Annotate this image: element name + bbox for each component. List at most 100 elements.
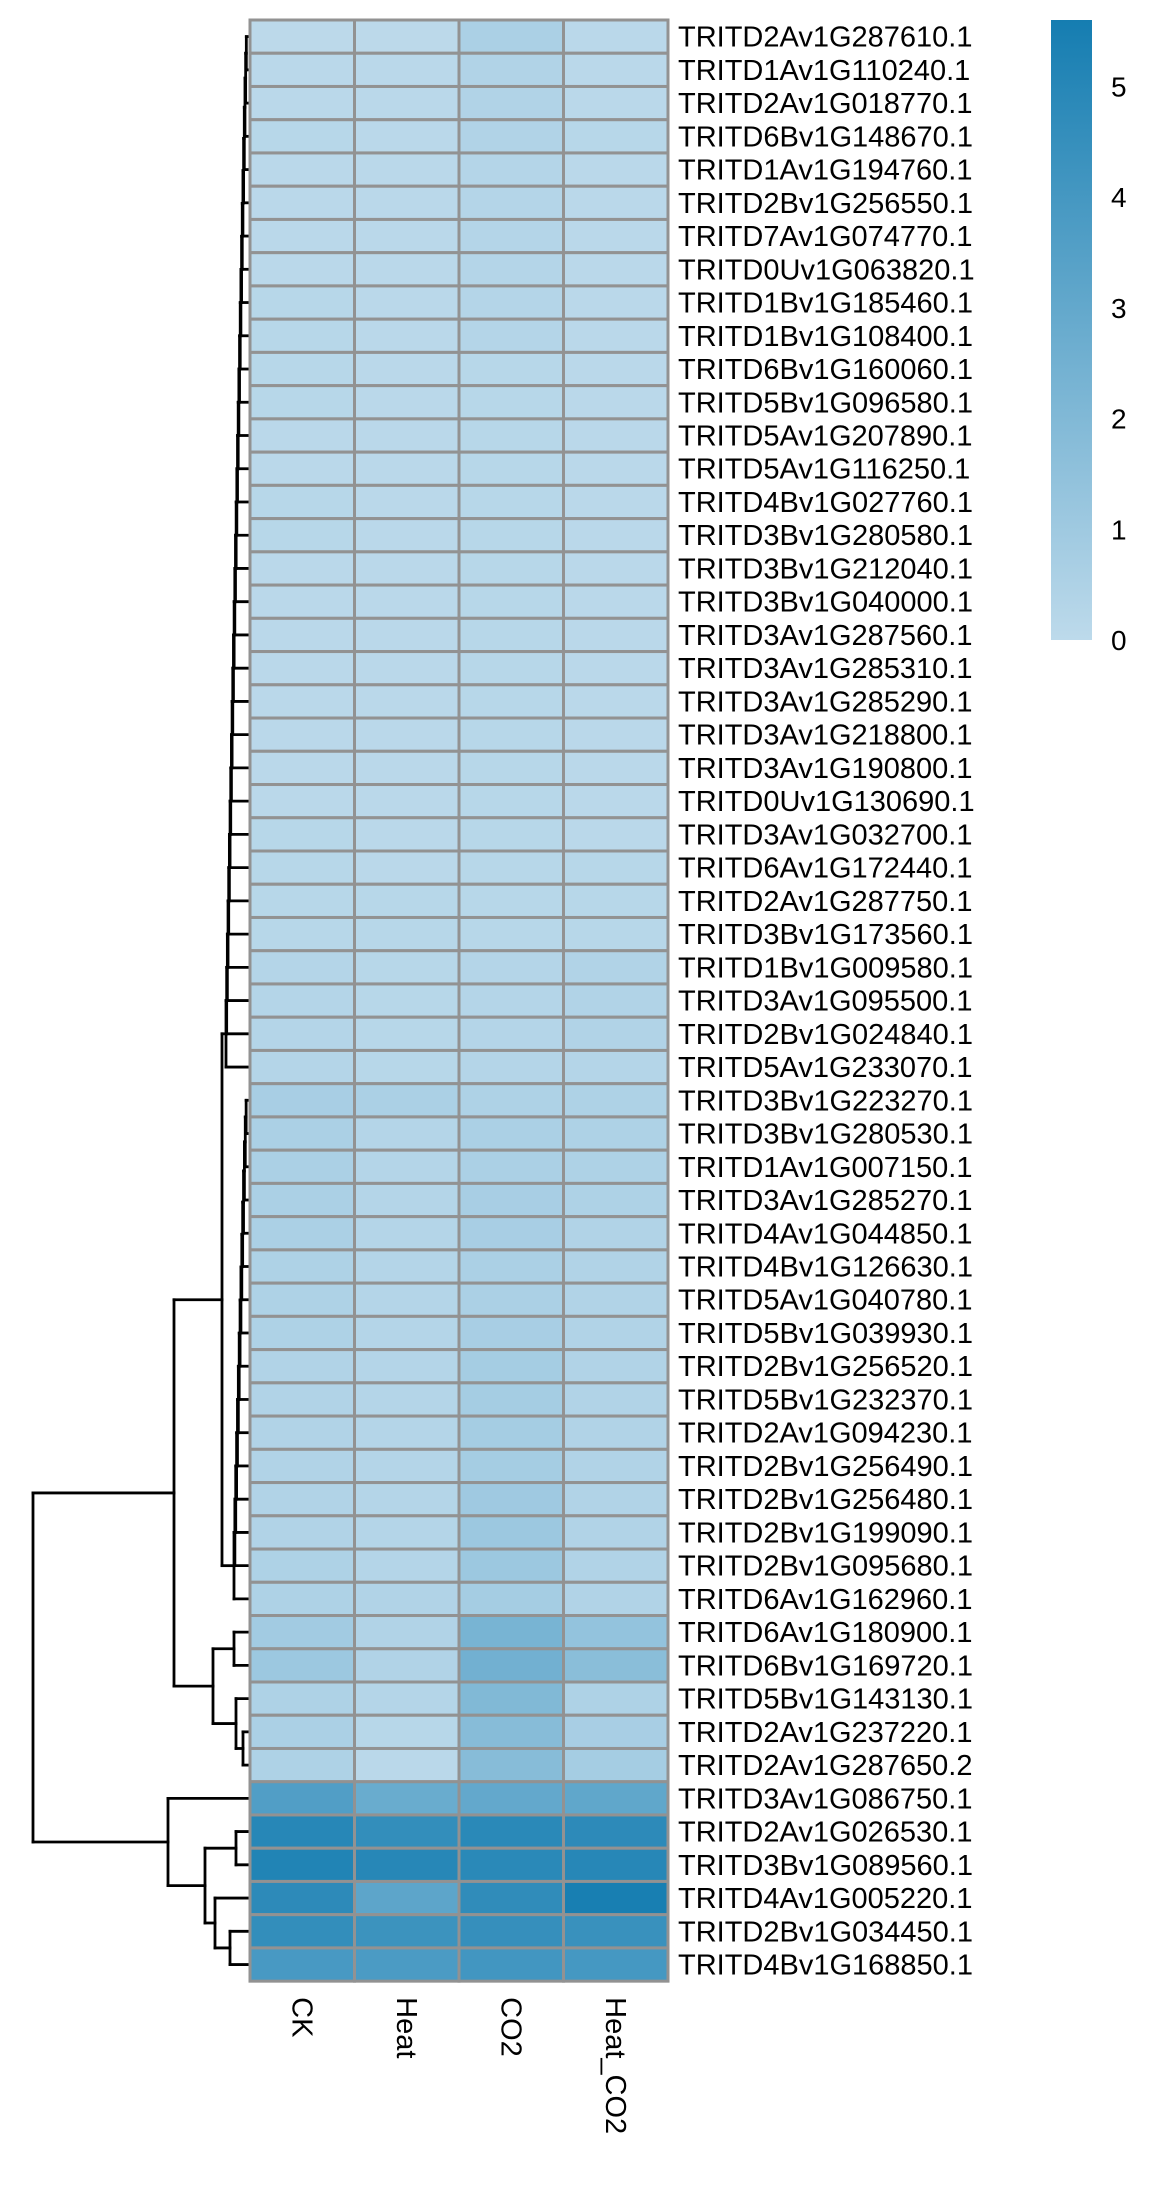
heatmap-cell: [248, 1647, 356, 1684]
heatmap-cell: [562, 317, 670, 354]
heatmap-cell: [248, 217, 356, 255]
heatmap-cell: [353, 882, 461, 919]
heatmap-cell: [457, 450, 565, 487]
heatmap-cell: [562, 18, 670, 55]
heatmap-cell: [353, 982, 461, 1019]
heatmap-cell: [457, 1447, 565, 1485]
row-label: TRITD2Bv1G024840.1: [678, 1019, 973, 1051]
colorbar-ticks: 0 1 2 3 4 5: [1111, 71, 1127, 656]
heatmap-cell: [562, 350, 670, 388]
heatmap-cell: [457, 1148, 565, 1185]
heatmap-cell: [562, 1281, 670, 1318]
heatmap-cell: [353, 118, 461, 155]
heatmap-cell: [353, 1048, 461, 1086]
heatmap-cell: [562, 716, 670, 753]
row-label: TRITD2Av1G287610.1: [678, 22, 972, 54]
heatmap-cell: [562, 683, 670, 720]
row-label: TRITD1Av1G007150.1: [678, 1152, 972, 1184]
heatmap-cell: [457, 1414, 565, 1451]
row-label: TRITD2Av1G026530.1: [678, 1817, 972, 1849]
row-label: TRITD6Bv1G169720.1: [678, 1650, 973, 1682]
heatmap-cell: [457, 783, 565, 820]
heatmap-cell: [248, 683, 356, 720]
row-label: TRITD6Bv1G160060.1: [678, 354, 973, 386]
row-label: TRITD3Bv1G212040.1: [678, 553, 973, 585]
heatmap-cell: [248, 450, 356, 487]
heatmap-cell: [248, 1447, 356, 1485]
row-label: TRITD2Av1G287650.2: [678, 1750, 972, 1782]
heatmap-cell: [353, 1481, 461, 1518]
row-label: TRITD2Bv1G256490.1: [678, 1451, 973, 1483]
heatmap-cell: [353, 915, 461, 953]
row-label: TRITD2Bv1G199090.1: [678, 1517, 973, 1549]
heatmap-cell: [248, 1547, 356, 1584]
column-label: Heat: [390, 1997, 422, 2058]
heatmap-cell: [248, 317, 356, 354]
row-label: TRITD3Bv1G280580.1: [678, 520, 973, 552]
heatmap-cell: [457, 1780, 565, 1817]
heatmap-cell: [248, 616, 356, 654]
heatmap-cell: [353, 1780, 461, 1817]
heatmap-cell: [353, 683, 461, 720]
heatmap-cell: [248, 1048, 356, 1086]
heatmap-cell: [457, 184, 565, 221]
heatmap-cell: [457, 583, 565, 620]
heatmap-cell: [457, 1082, 565, 1119]
colorbar-tick-label: 0: [1111, 625, 1127, 656]
heatmap-cell: [353, 1148, 461, 1185]
row-label: TRITD2Bv1G256480.1: [678, 1484, 973, 1516]
heatmap-cell: [457, 1913, 565, 1950]
heatmap-cell: [353, 1614, 461, 1651]
heatmap-cell: [248, 1680, 356, 1717]
heatmap-cell: [248, 1148, 356, 1185]
heatmap-cell: [457, 716, 565, 753]
heatmap-cell: [353, 284, 461, 321]
heatmap-cell: [353, 384, 461, 421]
heatmap-cell: [353, 1580, 461, 1618]
heatmap-cell: [562, 251, 670, 288]
heatmap-cell: [562, 1414, 670, 1451]
heatmap-cell: [457, 1115, 565, 1152]
heatmap-cell: [562, 1514, 670, 1551]
heatmap-cell: [248, 1314, 356, 1352]
color-legend: 0 1 2 3 4 5: [1051, 20, 1127, 656]
heatmap-cell: [353, 849, 461, 886]
row-label: TRITD2Av1G094230.1: [678, 1418, 972, 1450]
heatmap-cell: [457, 84, 565, 122]
row-label: TRITD3Bv1G040000.1: [678, 587, 973, 619]
heatmap-cell: [562, 616, 670, 654]
heatmap-cell: [353, 1381, 461, 1418]
heatmap-cell: [353, 417, 461, 454]
row-label: TRITD5Bv1G096580.1: [678, 387, 973, 419]
heatmap-cell: [248, 1514, 356, 1551]
heatmap-cell: [248, 350, 356, 388]
heatmap-cell: [248, 1946, 356, 1983]
heatmap-cell: [353, 184, 461, 221]
heatmap-cell: [562, 1913, 670, 1950]
heatmap-cell: [457, 1879, 565, 1917]
heatmap-cell: [457, 650, 565, 687]
heatmap-cell: [248, 251, 356, 288]
heatmap-cell: [457, 1746, 565, 1784]
colorbar-tick-label: 3: [1111, 293, 1127, 324]
row-label: TRITD4Av1G044850.1: [678, 1218, 972, 1250]
heatmap-cell: [353, 1680, 461, 1717]
heatmap-cell: [562, 650, 670, 687]
heatmap-cell: [562, 1082, 670, 1119]
row-label: TRITD3Av1G095500.1: [678, 986, 972, 1018]
heatmap-cell: [353, 1713, 461, 1750]
heatmap-cell: [353, 1248, 461, 1285]
row-label: TRITD3Bv1G089560.1: [678, 1850, 973, 1882]
heatmap-cell: [248, 1281, 356, 1318]
heatmap-cell: [562, 1048, 670, 1086]
heatmap-cell: [457, 1248, 565, 1285]
row-label: TRITD5Av1G207890.1: [678, 421, 972, 453]
heatmap-cell: [353, 51, 461, 88]
heatmap-cell: [248, 1746, 356, 1784]
row-label: TRITD4Av1G005220.1: [678, 1883, 972, 1915]
heatmap-cell: [353, 1846, 461, 1883]
heatmap-cell: [457, 350, 565, 388]
colorbar-tick-label: 5: [1111, 71, 1127, 102]
heatmap-cell: [248, 118, 356, 155]
